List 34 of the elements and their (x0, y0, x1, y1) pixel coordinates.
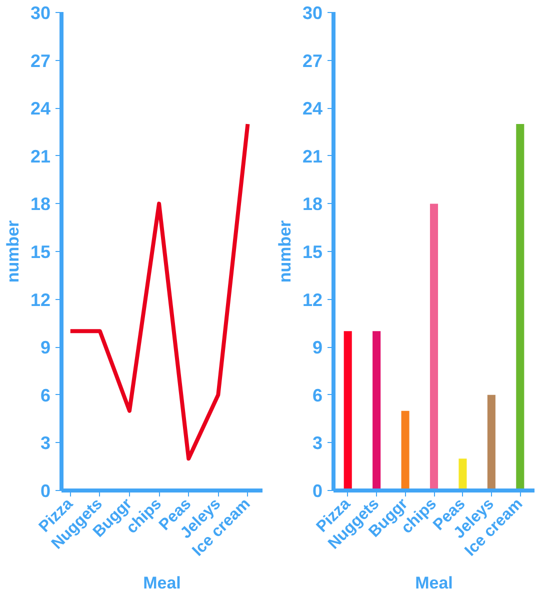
y-axis-title: number (3, 220, 22, 283)
y-tick-label: 30 (30, 3, 51, 23)
y-tick-label: 27 (30, 50, 51, 71)
bar (516, 124, 524, 490)
bar (401, 410, 410, 490)
y-tick-label: 9 (40, 338, 51, 358)
y-tick-label: 24 (30, 98, 51, 119)
y-tick-label: 12 (302, 290, 323, 310)
bar (430, 204, 438, 490)
y-tick-label: 6 (40, 385, 51, 406)
y-axis-title: number (275, 220, 294, 283)
bar (344, 331, 352, 490)
y-tick-label: 21 (30, 146, 51, 166)
y-tick-label: 24 (302, 98, 323, 119)
y-tick-label: 6 (312, 385, 323, 406)
x-axis-title: Meal (143, 574, 181, 593)
y-tick-label: 30 (302, 3, 323, 23)
bar (458, 458, 467, 490)
y-tick-label: 18 (302, 194, 323, 214)
y-tick-label: 27 (302, 50, 323, 71)
x-axis-title: Meal (415, 574, 453, 593)
y-tick-label: 9 (312, 338, 323, 358)
y-tick-label: 3 (40, 433, 51, 454)
line-series (68, 122, 250, 461)
y-tick-label: 15 (302, 242, 323, 262)
bar (372, 331, 381, 490)
y-tick-label: 0 (312, 481, 323, 501)
y-tick-label: 21 (302, 146, 323, 166)
bar (487, 394, 496, 490)
y-tick-label: 18 (30, 194, 51, 214)
y-tick-label: 3 (312, 433, 323, 454)
y-tick-label: 0 (40, 481, 51, 501)
y-tick-label: 12 (30, 290, 51, 310)
y-tick-label: 15 (30, 242, 51, 262)
